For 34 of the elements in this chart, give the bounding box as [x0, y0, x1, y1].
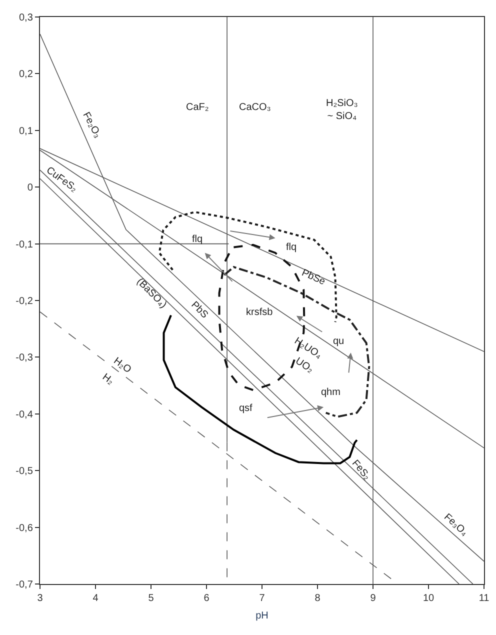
x-tick-label: 9	[370, 593, 376, 604]
y-tick-label: -0,5	[16, 466, 34, 478]
x-axis-title: pH	[256, 610, 268, 622]
x-tick-label: 7	[259, 593, 266, 604]
annotation: qu	[333, 336, 344, 347]
y-tick-label: 0	[27, 182, 34, 194]
annotation: CaCO₃	[239, 102, 271, 113]
x-tick-label: 11	[478, 593, 490, 604]
annotation: CaF₂	[186, 102, 209, 113]
annotation: flq	[192, 234, 203, 245]
annotation: qsf	[239, 403, 253, 414]
annotation: H₂SiO₃ ~ SiO₄	[326, 98, 358, 122]
x-tick-label: 6	[204, 593, 210, 604]
annotation: UO₂	[293, 356, 316, 376]
x-tick-label: 5	[148, 593, 154, 604]
annotation: qhm	[321, 387, 340, 398]
x-tick-label: 3	[37, 593, 44, 604]
y-tick-label: -0,1	[16, 239, 34, 250]
annotation: krsfsb	[246, 307, 274, 318]
x-tick-label: 10	[422, 593, 434, 604]
x-tick-label: 4	[92, 593, 99, 604]
y-tick-label: -0,7	[16, 580, 34, 590]
y-tick-label: 0,1	[18, 126, 34, 137]
y-tick-label: 0,3	[18, 12, 34, 24]
annotation: PbSe	[300, 268, 328, 288]
annotation: PbS	[188, 300, 210, 321]
y-tick-label: -0,4	[16, 409, 34, 420]
y-tick-label: -0,6	[16, 522, 34, 534]
y-tick-label: -0,2	[16, 296, 34, 307]
y-tick-label: -0,3	[16, 352, 34, 364]
annotation: flq	[286, 242, 297, 253]
y-tick-label: 0,2	[18, 69, 34, 80]
x-tick-label: 8	[314, 593, 321, 604]
annotation: Fe₂O₃	[80, 110, 103, 140]
